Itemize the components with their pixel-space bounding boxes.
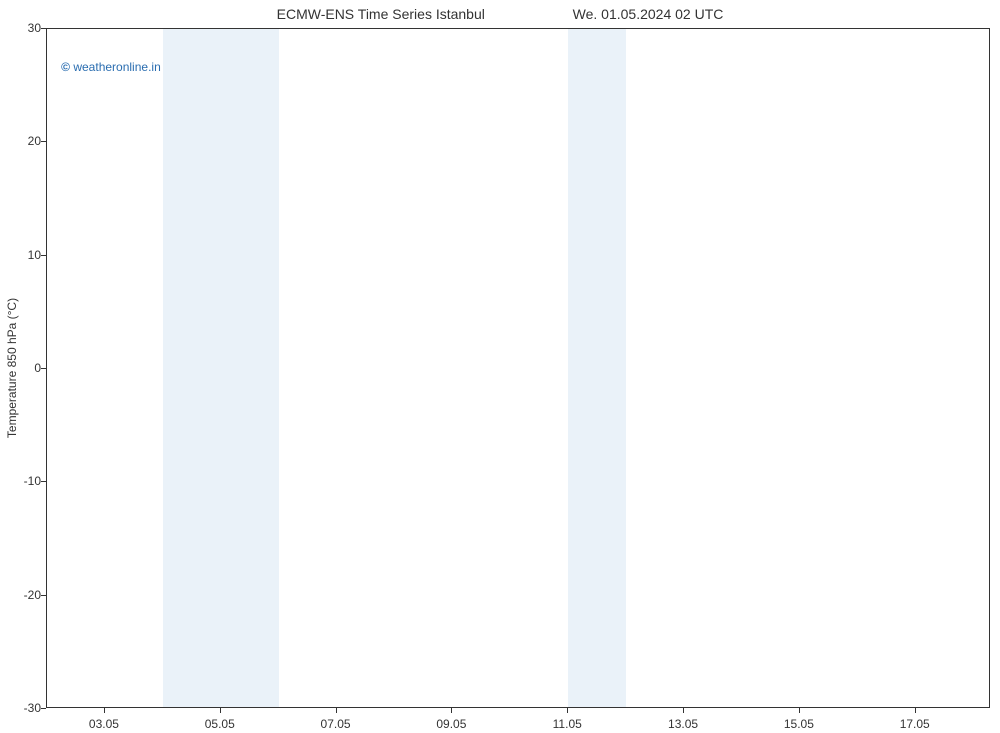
chart-title: ECMW-ENS Time Series Istanbul We. 01.05.… — [0, 6, 1000, 22]
title-left: ECMW-ENS Time Series Istanbul — [277, 6, 485, 22]
x-tick-label: 13.05 — [668, 713, 698, 731]
y-tick-label: 10 — [0, 248, 47, 262]
watermark: © weatheronline.in — [61, 60, 161, 74]
y-tick-label: 0 — [0, 361, 47, 375]
title-right: We. 01.05.2024 02 UTC — [573, 6, 724, 22]
x-tick-label: 07.05 — [321, 713, 351, 731]
x-tick-label: 09.05 — [436, 713, 466, 731]
x-tick-label: 11.05 — [553, 713, 582, 731]
x-tick-label: 05.05 — [205, 713, 235, 731]
plot-area: © weatheronline.in — [46, 28, 990, 708]
y-tick-label: -10 — [0, 474, 47, 488]
watermark-text: weatheronline.in — [73, 60, 160, 74]
y-tick-label: -20 — [0, 588, 47, 602]
x-tick-label: 17.05 — [900, 713, 930, 731]
copyright-symbol: © — [61, 60, 73, 74]
weekend-band — [568, 29, 626, 707]
y-tick-label: 30 — [0, 21, 47, 35]
y-tick-label: 20 — [0, 134, 47, 148]
x-tick-label: 15.05 — [784, 713, 814, 731]
y-tick-label: -30 — [0, 701, 47, 715]
chart-container: ECMW-ENS Time Series Istanbul We. 01.05.… — [0, 0, 1000, 733]
x-tick-label: 03.05 — [89, 713, 119, 731]
weekend-band — [163, 29, 279, 707]
